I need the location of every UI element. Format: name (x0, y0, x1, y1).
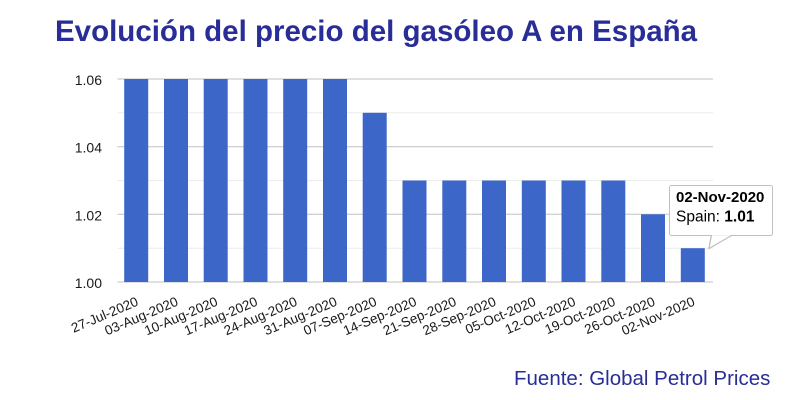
svg-text:1.02: 1.02 (75, 207, 102, 223)
svg-text:02-Nov-2020: 02-Nov-2020 (676, 189, 764, 206)
svg-text:1.06: 1.06 (75, 72, 102, 88)
svg-text:1.00: 1.00 (75, 275, 102, 291)
svg-text:1.04: 1.04 (75, 140, 102, 156)
svg-text:Spain: 1.01: Spain: 1.01 (676, 209, 755, 226)
